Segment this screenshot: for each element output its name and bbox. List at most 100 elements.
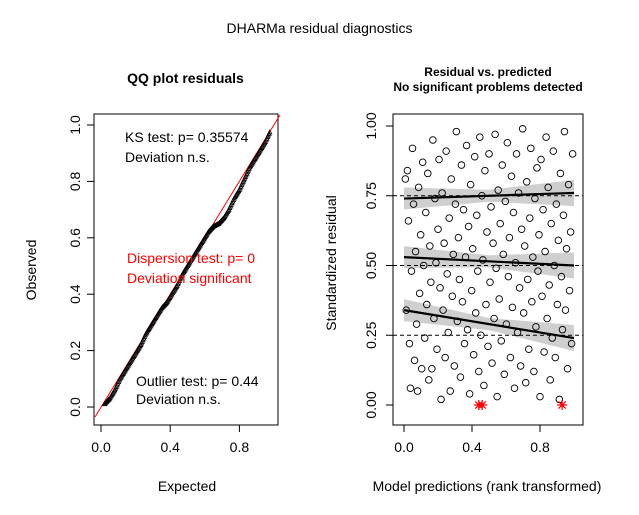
residual-point xyxy=(568,150,577,158)
residual-point xyxy=(505,233,514,242)
qq-x-axis-label: Expected xyxy=(158,478,216,494)
residual-point xyxy=(418,158,427,167)
residual-x-tick-label: 0.8 xyxy=(530,439,550,455)
residual-point xyxy=(538,292,546,300)
residual-point xyxy=(425,376,433,384)
outlier-deviation-label: Deviation n.s. xyxy=(136,391,221,407)
residual-point xyxy=(553,300,562,309)
residual-point xyxy=(529,253,537,261)
qq-y-axis: 0.0 0.2 0.4 0.6 0.8 1.0 xyxy=(67,115,95,417)
residual-point xyxy=(459,205,468,214)
residual-point xyxy=(488,359,496,367)
residual-point xyxy=(417,364,426,373)
qq-y-tick-label: 0.8 xyxy=(67,171,83,191)
residual-point xyxy=(557,272,566,281)
outlier-test-label: Outlier test: p= 0.44 xyxy=(136,373,259,389)
qq-point xyxy=(267,129,273,135)
residual-point xyxy=(490,314,498,323)
residual-point xyxy=(423,300,431,309)
residual-point xyxy=(491,130,499,139)
residual-point xyxy=(483,228,491,236)
residual-point xyxy=(442,147,450,155)
residual-point xyxy=(500,370,509,379)
residual-point xyxy=(469,351,478,359)
residual-point xyxy=(562,245,571,253)
residual-point xyxy=(420,334,429,342)
residual-y-axis: 0.00 0.25 0.50 0.75 1.00 xyxy=(363,112,394,419)
ks-test-label: KS test: p= 0.35574 xyxy=(125,129,249,145)
residual-point xyxy=(462,141,471,150)
residual-point xyxy=(439,306,447,314)
residual-point xyxy=(542,133,550,141)
residual-point xyxy=(495,295,503,303)
residual-point xyxy=(558,325,567,334)
quantile-fit-line xyxy=(403,256,575,267)
residual-point xyxy=(533,164,541,172)
residual-point xyxy=(509,208,518,217)
residual-point xyxy=(549,147,558,155)
residual-point xyxy=(559,211,568,220)
residual-vs-predicted-panel: Residual vs. predicted No significant pr… xyxy=(323,65,601,494)
residual-point xyxy=(565,286,574,295)
residual-point xyxy=(499,250,508,259)
qq-y-axis-label: Observed xyxy=(23,240,39,301)
residual-point xyxy=(414,183,423,192)
residual-point xyxy=(518,125,527,133)
residual-point xyxy=(435,155,443,164)
residual-point xyxy=(441,353,449,362)
residual-point xyxy=(427,278,435,286)
residual-point xyxy=(474,267,482,275)
residual-point xyxy=(489,239,497,247)
residual-y-tick-label: 0.00 xyxy=(363,391,379,418)
outlier-star xyxy=(477,400,488,410)
residual-point xyxy=(535,231,543,239)
residual-point xyxy=(543,314,551,323)
residual-point xyxy=(506,353,515,362)
residual-point xyxy=(404,217,413,225)
residual-point xyxy=(556,169,565,178)
residual-point xyxy=(463,325,472,334)
residual-point xyxy=(409,200,418,208)
residual-point xyxy=(476,133,484,141)
residual-point xyxy=(546,376,554,384)
qq-marks xyxy=(94,114,281,418)
residual-point xyxy=(429,136,437,144)
residual-point xyxy=(482,300,490,309)
residual-point xyxy=(517,225,526,233)
residual-point xyxy=(447,175,456,183)
residual-point xyxy=(440,239,448,247)
residual-point xyxy=(410,356,419,365)
residual-point xyxy=(428,364,436,373)
residual-y-tick-label: 1.00 xyxy=(363,112,379,139)
residual-point xyxy=(552,200,561,208)
residual-point xyxy=(433,345,441,353)
residual-point xyxy=(448,292,457,300)
residual-point xyxy=(436,284,444,292)
residual-point xyxy=(534,267,542,275)
residual-point xyxy=(456,373,465,381)
residual-point xyxy=(493,392,501,401)
residual-point xyxy=(415,289,424,298)
residual-point xyxy=(544,183,552,192)
qq-plot-panel: QQ plot residuals 0.0 0.4 0.8 0.0 0.2 0.4 0.6… xyxy=(23,70,281,494)
residual-point xyxy=(545,281,553,289)
quantile-fit-line xyxy=(403,191,575,200)
residual-point xyxy=(519,309,528,317)
qq-y-tick-label: 0.6 xyxy=(67,228,83,248)
residual-point xyxy=(460,339,469,348)
residual-point xyxy=(526,214,534,222)
residual-point xyxy=(450,362,459,370)
residual-point xyxy=(473,211,481,220)
residual-point xyxy=(539,205,547,214)
residual-point xyxy=(477,331,485,340)
residual-point xyxy=(510,384,519,393)
residual-point xyxy=(407,267,416,275)
dispersion-test-label: Dispersion test: p= 0 xyxy=(127,250,255,266)
residual-point xyxy=(537,155,545,164)
residual-point xyxy=(446,387,454,395)
residual-point xyxy=(536,392,544,401)
residual-point xyxy=(560,127,569,136)
residual-point xyxy=(465,390,474,398)
residual-point xyxy=(564,180,573,189)
